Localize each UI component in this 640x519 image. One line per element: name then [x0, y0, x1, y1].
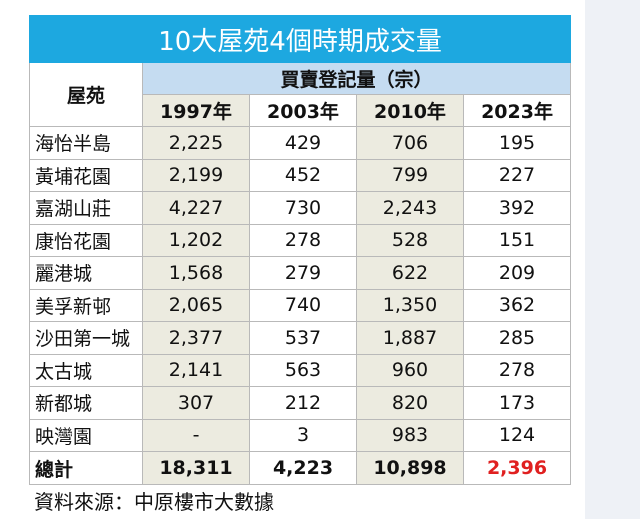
value-cell: 278 — [249, 223, 357, 257]
value-cell: 2,243 — [356, 191, 464, 225]
transaction-table: 10大屋苑4個時期成交量 屋苑 買賣登記量（宗） 1997年 2003年 201… — [28, 15, 572, 485]
value-cell: 537 — [249, 321, 357, 355]
total-value: 10,898 — [356, 451, 464, 485]
registration-group-header: 買賣登記量（宗） — [141, 62, 572, 95]
table-title: 10大屋苑4個時期成交量 — [28, 15, 572, 63]
value-cell: 173 — [462, 386, 572, 420]
value-cell: 392 — [462, 191, 572, 225]
value-cell: 2,225 — [142, 126, 250, 160]
value-cell: 2,141 — [142, 353, 250, 387]
total-value: 4,223 — [249, 451, 357, 485]
year-header-1997: 1997年 — [142, 94, 250, 127]
total-value-highlighted: 2,396 — [462, 451, 572, 485]
table-row: 麗港城 1,568 279 622 209 — [29, 256, 572, 290]
value-cell: 227 — [462, 158, 572, 192]
value-cell: 151 — [462, 223, 572, 257]
table-row: 美孚新邨 2,065 740 1,350 362 — [29, 288, 572, 322]
value-cell: 740 — [249, 288, 357, 322]
table-row: 新都城 307 212 820 173 — [29, 386, 572, 420]
estate-name: 嘉湖山莊 — [29, 191, 143, 225]
value-cell: 799 — [356, 158, 464, 192]
transaction-table-wrapper: 10大屋苑4個時期成交量 屋苑 買賣登記量（宗） 1997年 2003年 201… — [28, 15, 572, 485]
value-cell: 362 — [462, 288, 572, 322]
total-row: 總計 18,311 4,223 10,898 2,396 — [29, 451, 572, 485]
estate-name: 黃埔花園 — [29, 158, 143, 192]
value-cell: 730 — [249, 191, 357, 225]
table-row: 嘉湖山莊 4,227 730 2,243 392 — [29, 191, 572, 225]
table-row: 海怡半島 2,225 429 706 195 — [29, 126, 572, 160]
value-cell: 622 — [356, 256, 464, 290]
table-row: 映灣園 - 3 983 124 — [29, 418, 572, 452]
table-row: 黃埔花園 2,199 452 799 227 — [29, 158, 572, 192]
value-cell: 983 — [356, 418, 464, 452]
value-cell: 307 — [142, 386, 250, 420]
table-row: 康怡花園 1,202 278 528 151 — [29, 223, 572, 257]
value-cell: 124 — [462, 418, 572, 452]
estate-name: 麗港城 — [29, 256, 143, 290]
value-cell: 3 — [249, 418, 357, 452]
table-row: 太古城 2,141 563 960 278 — [29, 353, 572, 387]
value-cell: 1,202 — [142, 223, 250, 257]
year-header-2023: 2023年 — [462, 94, 572, 127]
estate-name: 美孚新邨 — [29, 288, 143, 322]
value-cell: 209 — [462, 256, 572, 290]
estate-name: 海怡半島 — [29, 126, 143, 160]
estate-name: 映灣園 — [29, 418, 143, 452]
value-cell: 2,377 — [142, 321, 250, 355]
estate-name: 太古城 — [29, 353, 143, 387]
estate-name: 康怡花園 — [29, 223, 143, 257]
value-cell: 285 — [462, 321, 572, 355]
table-row: 沙田第一城 2,377 537 1,887 285 — [29, 321, 572, 355]
value-cell: 528 — [356, 223, 464, 257]
year-header-2010: 2010年 — [356, 94, 464, 127]
estate-column-header: 屋苑 — [29, 62, 143, 127]
value-cell: 429 — [249, 126, 357, 160]
value-cell: 452 — [249, 158, 357, 192]
value-cell: 820 — [356, 386, 464, 420]
total-label: 總計 — [29, 451, 143, 485]
estate-name: 沙田第一城 — [29, 321, 143, 355]
source-caption: 資料來源：中原樓市大數據 — [34, 490, 274, 514]
value-cell: 4,227 — [142, 191, 250, 225]
value-cell: 2,065 — [142, 288, 250, 322]
value-cell: 279 — [249, 256, 357, 290]
value-cell: 278 — [462, 353, 572, 387]
total-value: 18,311 — [142, 451, 250, 485]
value-cell: 1,887 — [356, 321, 464, 355]
value-cell: 706 — [356, 126, 464, 160]
value-cell: 1,568 — [142, 256, 250, 290]
estate-name: 新都城 — [29, 386, 143, 420]
value-cell: 563 — [249, 353, 357, 387]
value-cell: 1,350 — [356, 288, 464, 322]
value-cell: 2,199 — [142, 158, 250, 192]
value-cell: - — [142, 418, 250, 452]
content-card: 10大屋苑4個時期成交量 屋苑 買賣登記量（宗） 1997年 2003年 201… — [0, 0, 585, 519]
value-cell: 195 — [462, 126, 572, 160]
value-cell: 212 — [249, 386, 357, 420]
year-header-2003: 2003年 — [249, 94, 357, 127]
value-cell: 960 — [356, 353, 464, 387]
